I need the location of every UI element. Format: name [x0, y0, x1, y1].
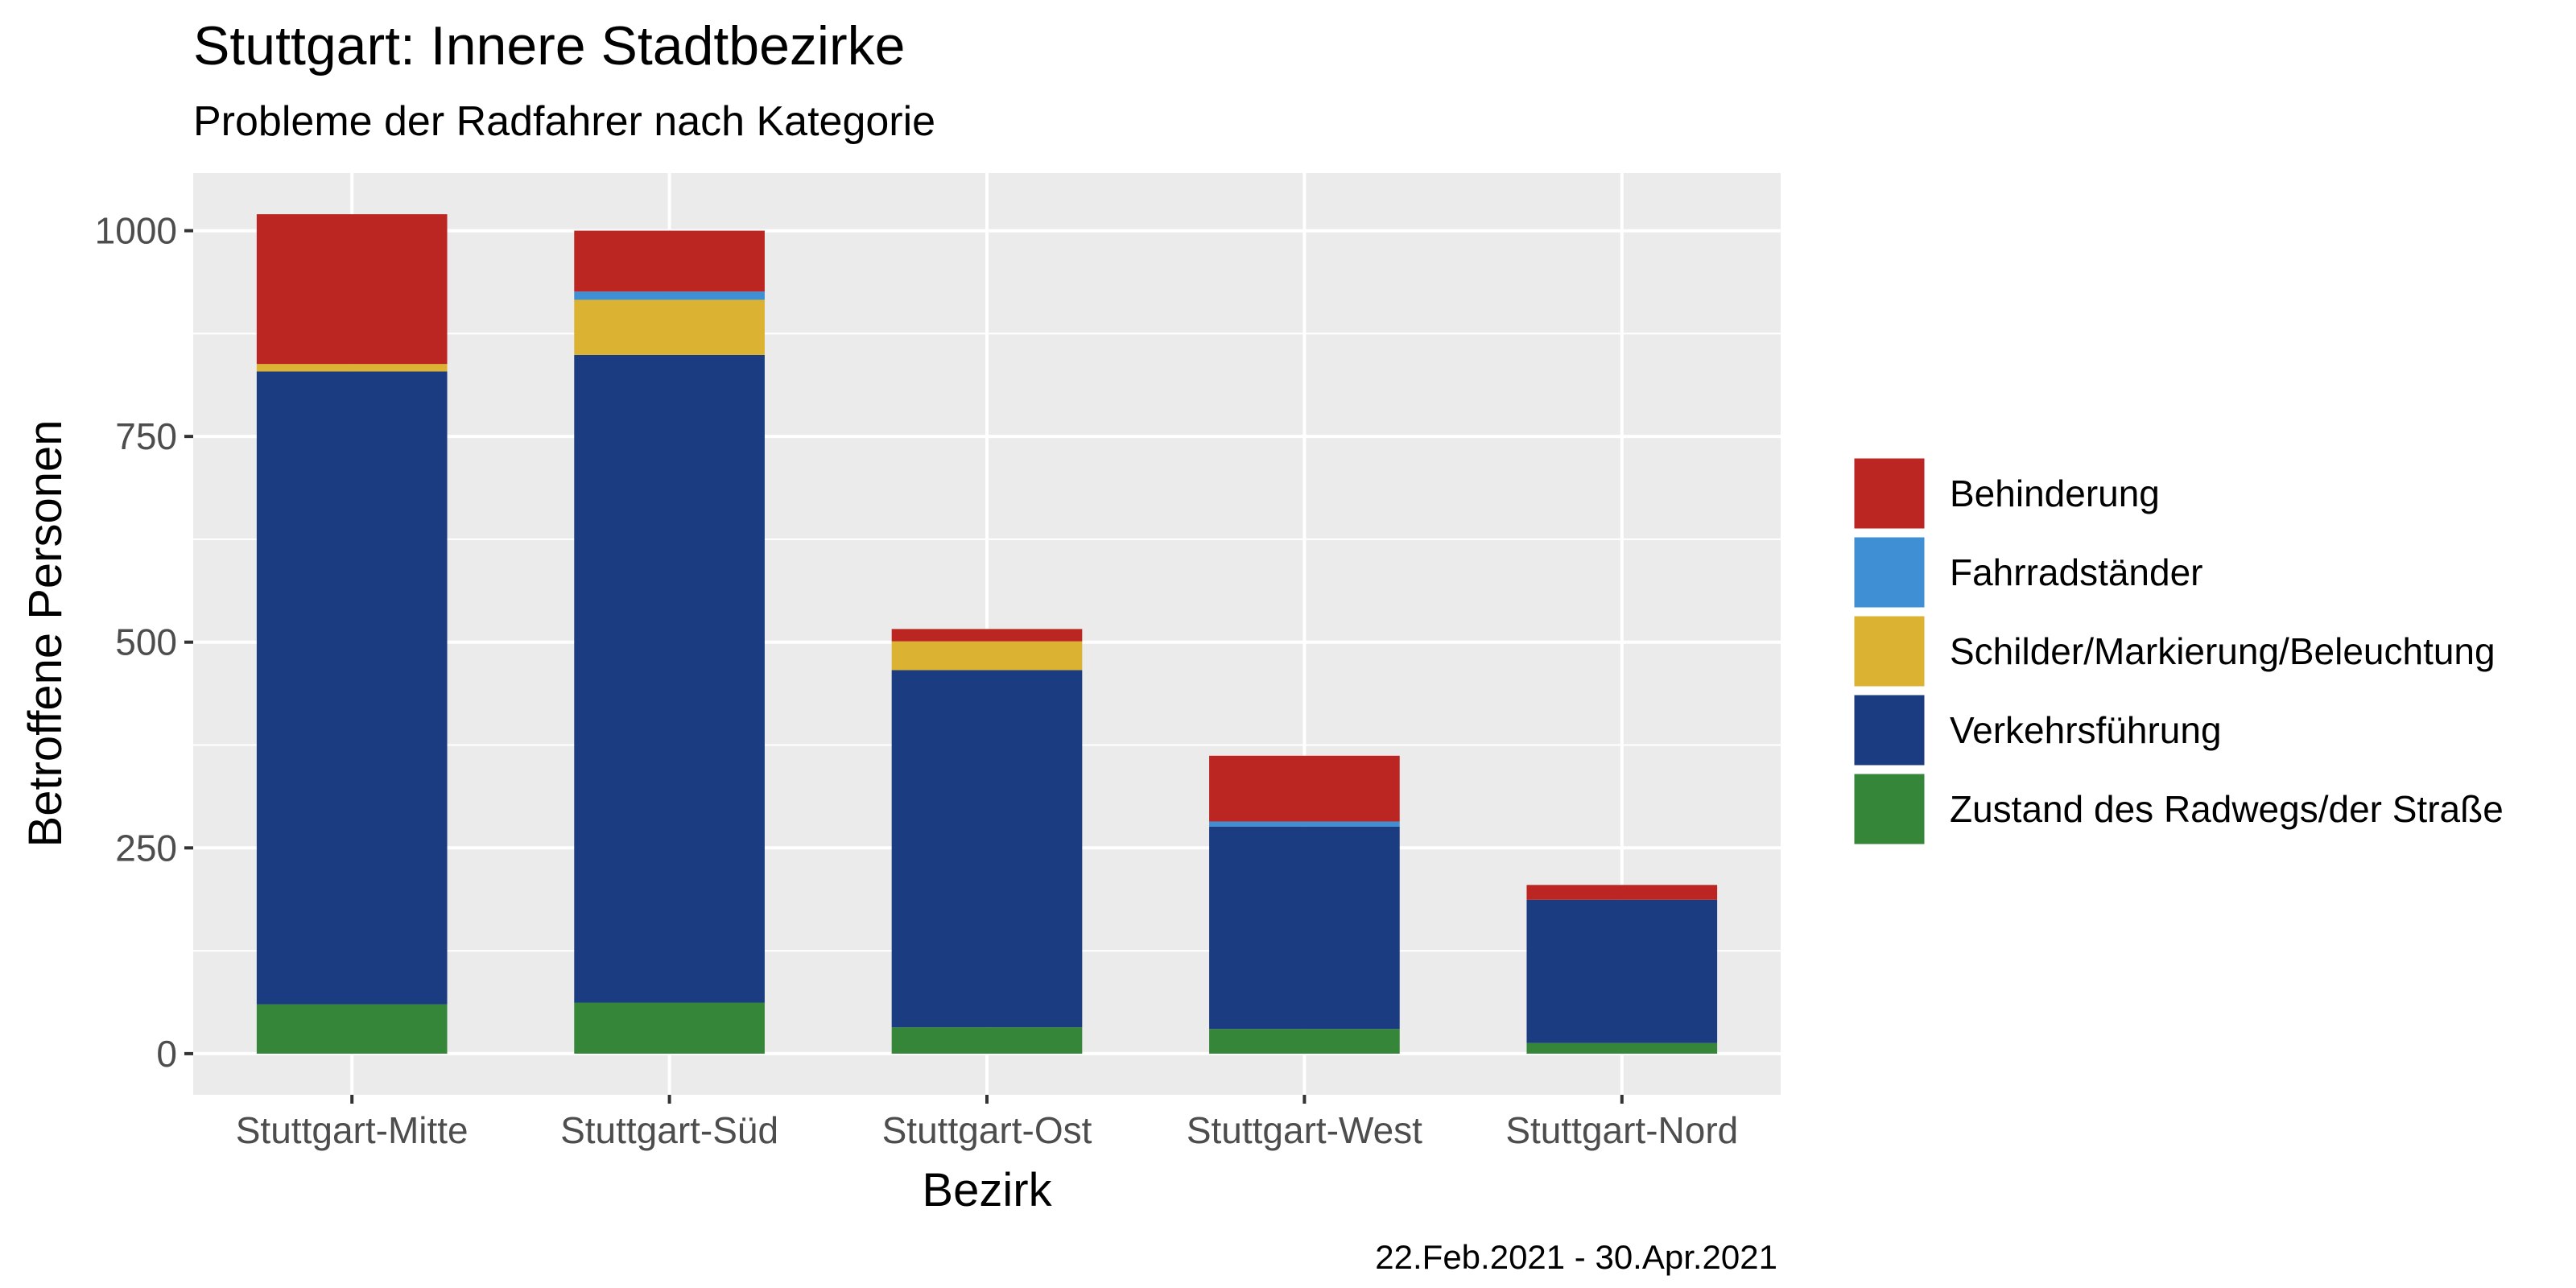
bar-segment — [574, 291, 765, 300]
bar-segment — [1526, 1042, 1718, 1054]
bar-segment — [574, 354, 765, 1003]
legend-key — [1852, 692, 1927, 768]
bar-segment — [1526, 899, 1718, 1043]
bars — [256, 214, 1718, 1054]
y-axis: 0 250 500 750 1000 — [95, 210, 193, 1075]
bar-segment — [1526, 885, 1718, 900]
x-tick-label: Stuttgart-Mitte — [236, 1109, 469, 1151]
legend[interactable]: Behinderung Fahrradständer Schilder/Markie… — [1852, 456, 2504, 847]
legend-key — [1852, 456, 1927, 531]
x-tick-label: Stuttgart-Nord — [1505, 1109, 1738, 1151]
bar-segment — [891, 629, 1083, 642]
bar-segment — [1209, 821, 1400, 827]
y-tick-label: 500 — [115, 621, 177, 663]
bar-segment — [891, 670, 1083, 1028]
bar-segment — [574, 1002, 765, 1054]
legend-label: Schilder/Markierung/Beleuchtung — [1950, 630, 2496, 672]
legend-label: Behinderung — [1950, 473, 2160, 514]
x-tick-label: Stuttgart-Süd — [560, 1109, 778, 1151]
bar-segment — [891, 1027, 1083, 1054]
y-tick-label: 250 — [115, 827, 177, 869]
x-tick-label: Stuttgart-Ost — [882, 1109, 1092, 1151]
y-tick-label: 0 — [156, 1033, 177, 1075]
bar-segment — [256, 364, 448, 372]
bar-segment — [574, 230, 765, 292]
bar-segment — [1209, 826, 1400, 1030]
x-tick-label: Stuttgart-West — [1187, 1109, 1422, 1151]
bar-segment — [256, 1004, 448, 1054]
x-axis-label: Bezirk — [922, 1164, 1052, 1216]
bar-segment — [891, 641, 1083, 671]
legend-label: Verkehrsführung — [1950, 709, 2222, 751]
date-range-caption: 22.Feb.2021 - 30.Apr.2021 — [1375, 1238, 1777, 1276]
bar-segment — [256, 214, 448, 365]
legend-label: Zustand des Radwegs/der Straße — [1950, 788, 2504, 830]
bar-segment — [574, 299, 765, 355]
y-axis-label: Betroffene Personen — [19, 420, 72, 848]
bar-segment — [256, 371, 448, 1005]
chart-title: Stuttgart: Innere Stadtbezirke — [193, 15, 906, 76]
legend-key — [1852, 771, 1927, 847]
x-axis: Stuttgart-Mitte Stuttgart-Süd Stuttgart-Os… — [236, 1095, 1738, 1151]
legend-key — [1852, 613, 1927, 689]
chart-subtitle: Probleme der Radfahrer nach Kategorie — [193, 98, 935, 145]
legend-key — [1852, 535, 1927, 610]
bar-segment — [1209, 755, 1400, 822]
y-tick-label: 1000 — [95, 210, 177, 252]
legend-label: Fahrradständer — [1950, 551, 2203, 593]
bar-segment — [1209, 1029, 1400, 1054]
y-tick-label: 750 — [115, 415, 177, 457]
